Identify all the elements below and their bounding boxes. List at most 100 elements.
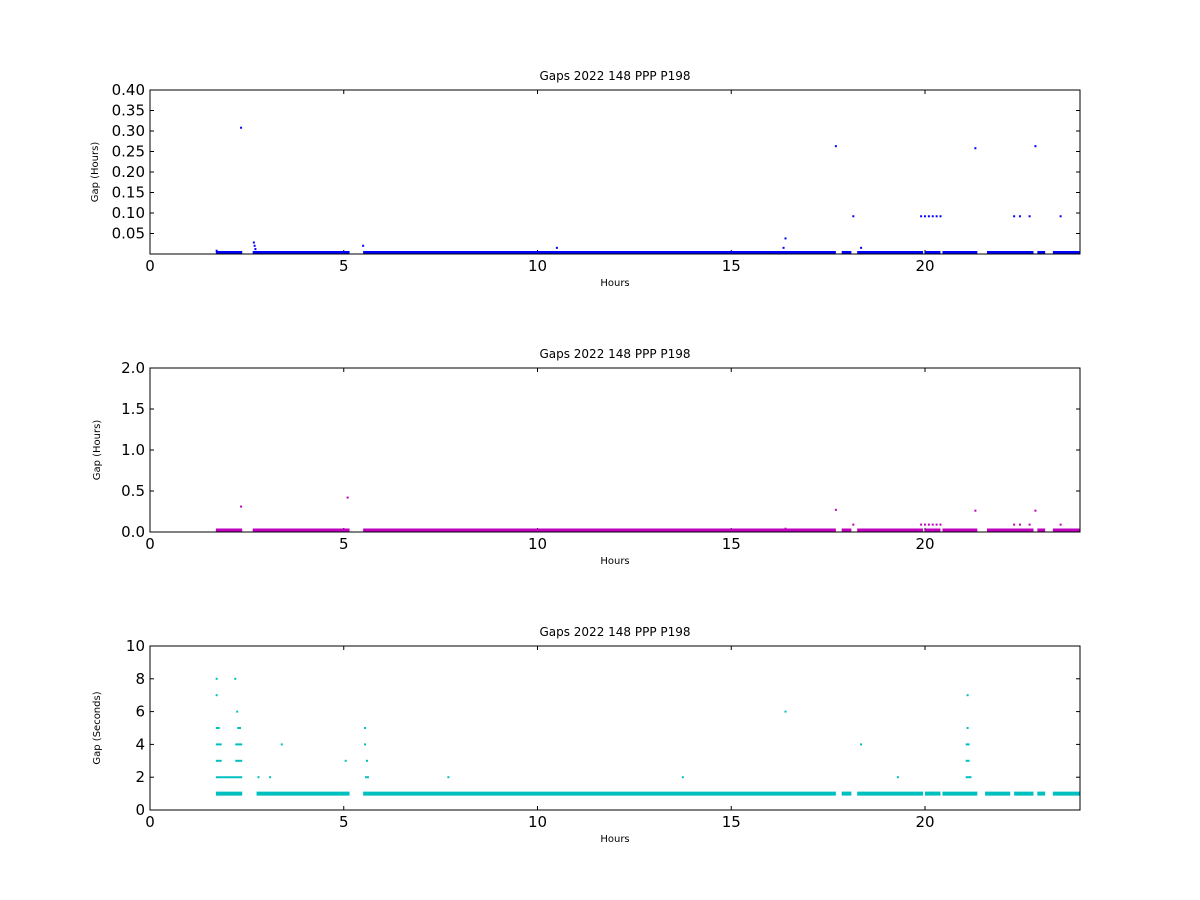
data-point bbox=[215, 677, 218, 680]
x-tick-label: 0 bbox=[145, 535, 155, 553]
data-point bbox=[860, 743, 863, 746]
data-point bbox=[253, 244, 256, 247]
data-point bbox=[966, 694, 969, 697]
x-tick-label: 10 bbox=[528, 535, 547, 553]
y-tick-label: 0.20 bbox=[112, 163, 145, 181]
data-point bbox=[935, 523, 938, 526]
chart-panel-2: Gaps 2022 148 PPP P198 Hours Gap (Hours) 0 5… bbox=[92, 347, 1081, 567]
chart-title: Gaps 2022 148 PPP P198 bbox=[539, 69, 690, 83]
y-tick-label: 0.05 bbox=[112, 225, 145, 243]
x-tick-label: 0 bbox=[145, 813, 155, 831]
data-point bbox=[852, 523, 855, 526]
x-tick-label: 10 bbox=[528, 813, 547, 831]
data-point bbox=[344, 759, 347, 762]
data-point bbox=[280, 743, 283, 746]
plot-frame bbox=[149, 367, 1081, 533]
chart-panel-3: Gaps 2022 148 PPP P198 Hours Gap (Seconds)… bbox=[92, 625, 1081, 845]
data-point bbox=[269, 776, 272, 779]
y-tick-label: 2 bbox=[135, 768, 145, 786]
data-point bbox=[681, 776, 684, 779]
x-tick-label: 15 bbox=[722, 257, 741, 275]
x-tick-label: 5 bbox=[339, 257, 349, 275]
data-point bbox=[447, 776, 450, 779]
data-point bbox=[346, 496, 349, 499]
data-point bbox=[234, 677, 237, 680]
y-axis-label: Gap (Seconds) bbox=[92, 691, 103, 764]
plot-frame bbox=[149, 645, 1081, 811]
data-point bbox=[1028, 215, 1031, 218]
x-axis-label: Hours bbox=[600, 834, 629, 845]
data-point bbox=[555, 246, 558, 249]
y-tick-label: 0.10 bbox=[112, 204, 145, 222]
data-point bbox=[966, 727, 969, 729]
data-point bbox=[215, 249, 218, 252]
y-tick-label: 0.30 bbox=[112, 122, 145, 140]
data-point bbox=[1059, 523, 1062, 526]
y-tick-label: 0 bbox=[135, 801, 145, 819]
data-point bbox=[252, 241, 255, 244]
data-point bbox=[852, 215, 855, 218]
data-point bbox=[860, 246, 863, 249]
x-tick-label: 0 bbox=[145, 257, 155, 275]
y-tick-label: 2.0 bbox=[121, 359, 145, 377]
data-point bbox=[924, 523, 926, 526]
data-point bbox=[924, 215, 926, 218]
chart-title: Gaps 2022 148 PPP P198 bbox=[539, 347, 690, 361]
chart-panel-1: Gaps 2022 148 PPP P198 Hours Gap (Hours) 0 5… bbox=[90, 69, 1081, 289]
data-point bbox=[257, 776, 260, 779]
data-point bbox=[1034, 145, 1037, 148]
data-point bbox=[784, 237, 787, 240]
y-tick-label: 10 bbox=[126, 637, 145, 655]
chart-title: Gaps 2022 148 PPP P198 bbox=[539, 625, 690, 639]
data-point bbox=[362, 244, 365, 247]
y-tick-label: 0.40 bbox=[112, 81, 145, 99]
y-tick-label: 0.0 bbox=[121, 523, 145, 541]
y-tick-label: 0.5 bbox=[121, 482, 145, 500]
data-point bbox=[784, 527, 787, 530]
data-point bbox=[782, 246, 785, 249]
x-tick-label: 20 bbox=[915, 535, 934, 553]
x-tick-label: 5 bbox=[339, 813, 349, 831]
y-axis-label: Gap (Hours) bbox=[92, 420, 103, 481]
x-axis-label: Hours bbox=[600, 556, 629, 567]
x-tick-label: 20 bbox=[915, 257, 934, 275]
data-point bbox=[927, 523, 930, 526]
data-point bbox=[215, 694, 218, 697]
y-tick-label: 1.5 bbox=[121, 400, 145, 418]
data-point bbox=[1013, 215, 1016, 218]
y-tick-label: 1.0 bbox=[121, 441, 145, 459]
data-point bbox=[1018, 215, 1021, 218]
data-point bbox=[240, 505, 243, 508]
data-point bbox=[1013, 523, 1016, 526]
data-point bbox=[834, 508, 837, 511]
data-point bbox=[366, 759, 368, 762]
data-point bbox=[920, 523, 923, 526]
y-tick-label: 6 bbox=[135, 703, 145, 721]
y-axis-label: Gap (Hours) bbox=[90, 142, 101, 203]
data-point bbox=[1028, 523, 1031, 526]
y-tick-label: 0.15 bbox=[112, 184, 145, 202]
data-point bbox=[935, 215, 938, 218]
data-point bbox=[896, 776, 899, 779]
plot-frame bbox=[149, 89, 1081, 255]
y-tick-label: 8 bbox=[135, 670, 145, 688]
data-point bbox=[1034, 509, 1037, 512]
data-point bbox=[974, 509, 977, 512]
data-point bbox=[1059, 215, 1062, 218]
data-point bbox=[927, 215, 930, 218]
data-point bbox=[784, 710, 787, 713]
data-point bbox=[920, 215, 923, 218]
data-point bbox=[240, 126, 243, 129]
x-axis-label: Hours bbox=[600, 278, 629, 289]
data-point bbox=[364, 743, 367, 746]
x-tick-label: 15 bbox=[722, 535, 741, 553]
x-tick-label: 10 bbox=[528, 257, 547, 275]
y-tick-label: 0.25 bbox=[112, 143, 145, 161]
x-tick-label: 20 bbox=[915, 813, 934, 831]
data-point bbox=[364, 727, 367, 729]
y-tick-label: 4 bbox=[135, 735, 145, 753]
x-tick-label: 15 bbox=[722, 813, 741, 831]
data-point bbox=[1018, 523, 1021, 526]
data-point bbox=[939, 215, 942, 218]
